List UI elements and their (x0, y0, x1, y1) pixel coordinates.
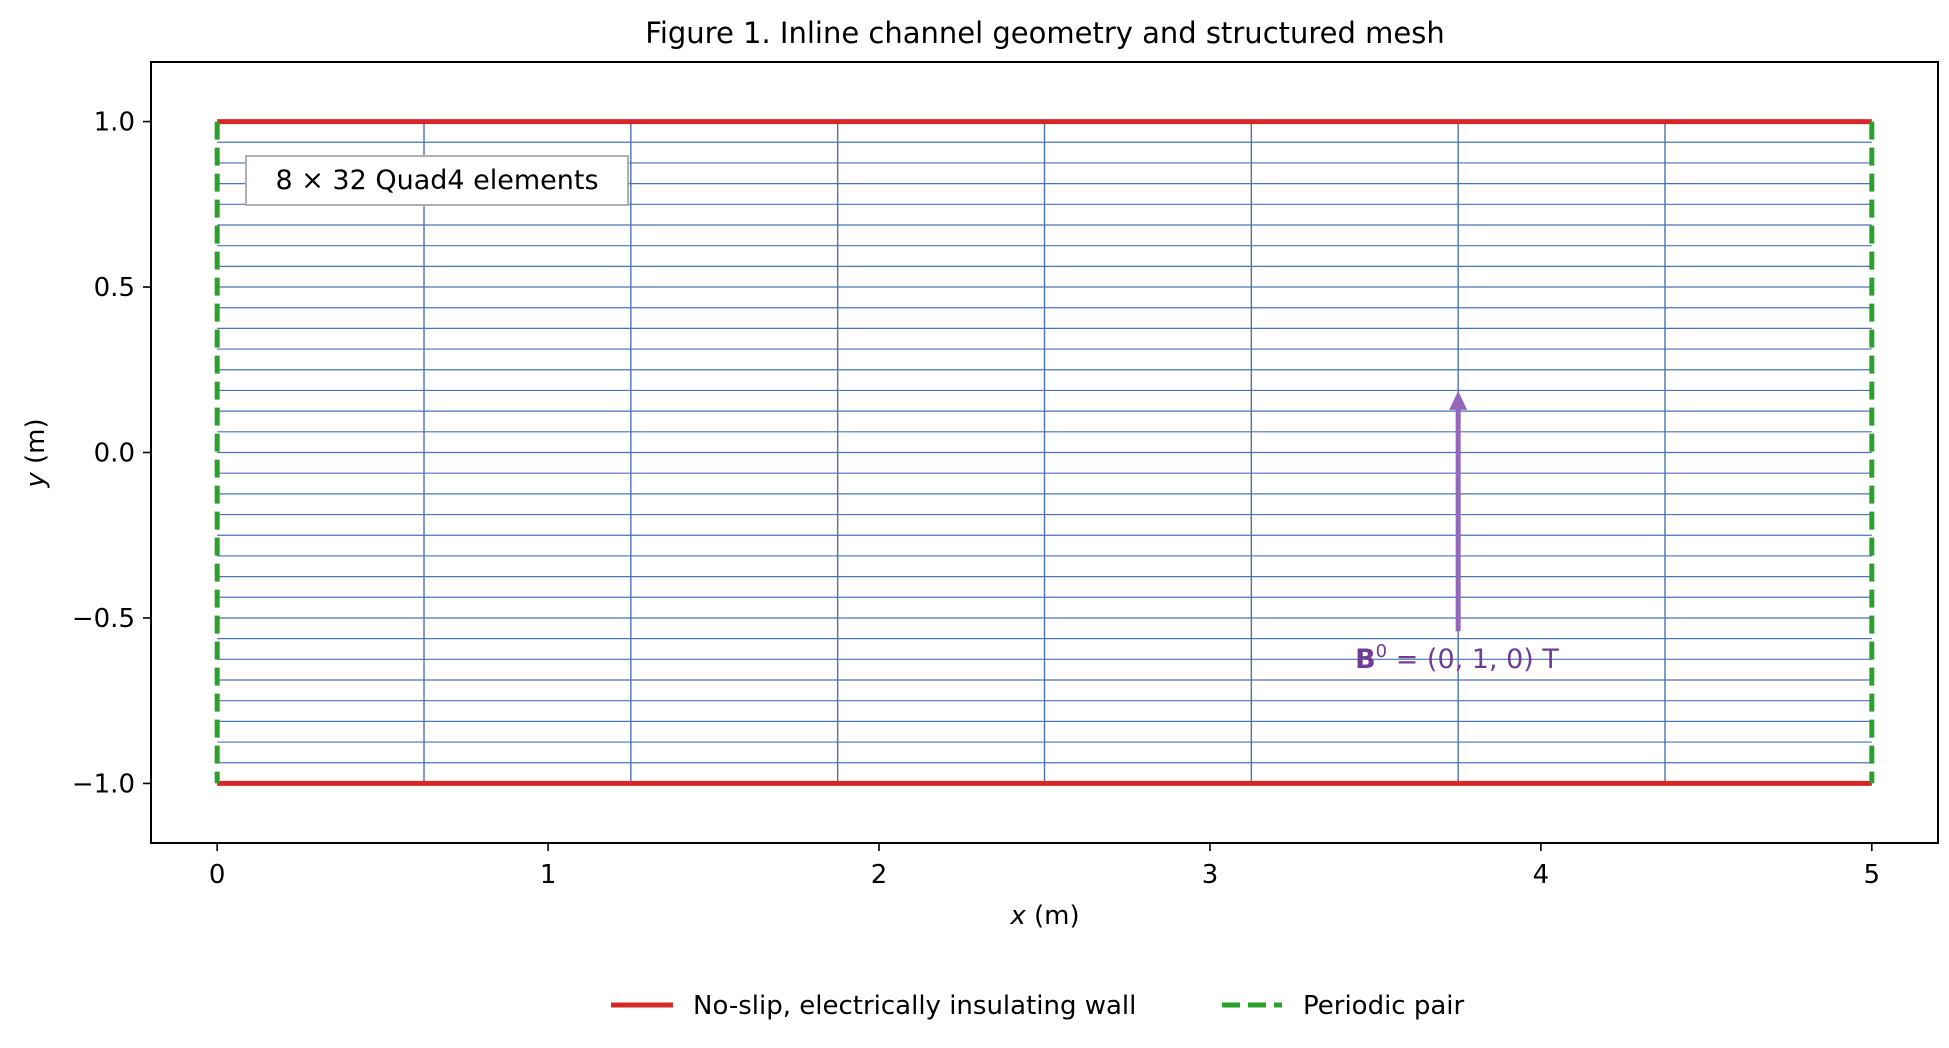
mesh-label: 8 × 32 Quad4 elements (275, 165, 598, 196)
arrow-head (1449, 390, 1468, 410)
x-tick-label: 1 (540, 860, 557, 890)
figure-title: Figure 1. Inline channel geometry and st… (645, 16, 1444, 50)
y-tick-label: 0.5 (94, 273, 135, 303)
y-axis-ticks: 1.0 0.5 0.0 −0.5 −1.0 (72, 108, 151, 799)
y-tick-label: 1.0 (94, 108, 135, 138)
x-tick-label: 5 (1864, 860, 1881, 890)
magnetic-field-arrow (1449, 390, 1468, 632)
magnetic-field-label: B0 = (0, 1, 0) T (1355, 641, 1559, 675)
legend: No-slip, electrically insulating wall Pe… (611, 991, 1465, 1021)
x-tick-label: 0 (209, 860, 226, 890)
field-value: = (0, 1, 0) T (1387, 644, 1559, 675)
x-tick-label: 3 (1202, 860, 1219, 890)
y-tick-label: 0.0 (94, 439, 135, 469)
x-tick-label: 4 (1533, 860, 1550, 890)
mesh-grid (217, 121, 1872, 784)
y-axis-unit: (m) (21, 418, 51, 472)
x-axis-var: x (1009, 901, 1026, 931)
y-tick-label: −1.0 (72, 769, 135, 799)
wall-boundaries (217, 119, 1872, 786)
field-superscript: 0 (1376, 641, 1387, 662)
field-symbol: B (1355, 644, 1376, 675)
x-tick-label: 2 (871, 860, 888, 890)
y-axis-var: y (21, 472, 51, 489)
periodic-boundaries (214, 121, 1875, 784)
x-axis-ticks: 0 1 2 3 4 5 (209, 843, 1880, 890)
mesh-label-box: 8 × 32 Quad4 elements (245, 155, 629, 206)
y-tick-label: −0.5 (72, 604, 135, 634)
legend-wall-label: No-slip, electrically insulating wall (693, 991, 1136, 1021)
y-axis-label: y (m) (21, 418, 51, 488)
x-axis-label: x (m) (1009, 901, 1079, 931)
x-axis-unit: (m) (1026, 901, 1080, 931)
legend-periodic-label: Periodic pair (1303, 991, 1465, 1021)
